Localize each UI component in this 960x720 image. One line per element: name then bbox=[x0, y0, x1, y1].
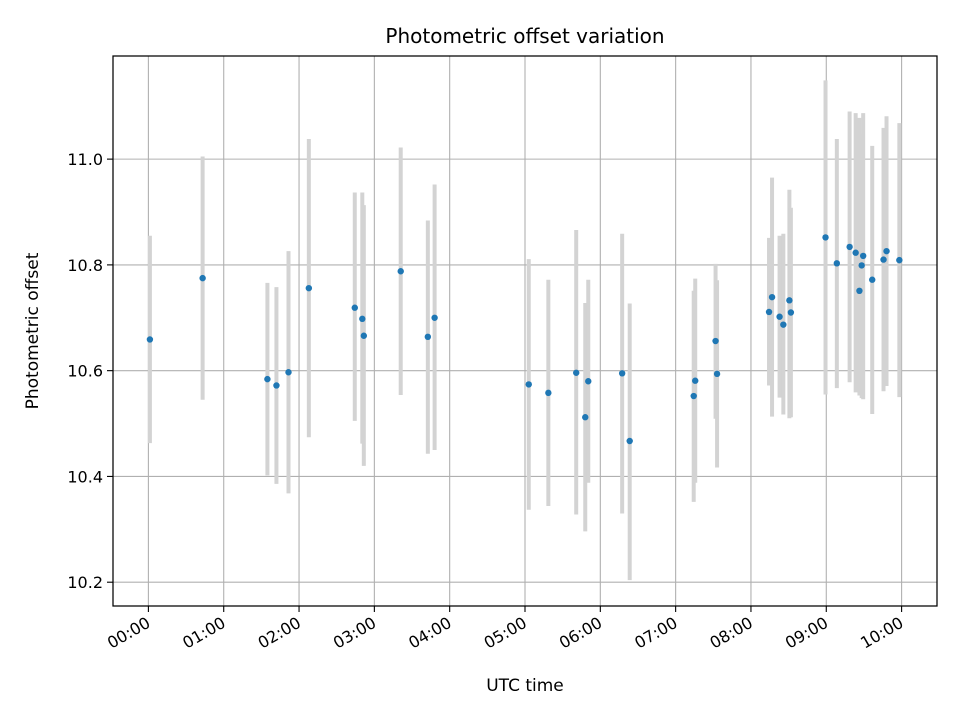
y-tick-label: 10.8 bbox=[67, 256, 103, 275]
y-tick-label: 11.0 bbox=[67, 150, 103, 169]
data-point bbox=[776, 313, 783, 320]
data-point bbox=[359, 315, 366, 323]
data-point bbox=[573, 369, 580, 376]
data-point bbox=[360, 332, 368, 339]
data-point bbox=[858, 262, 865, 269]
data-point bbox=[351, 304, 358, 311]
data-point bbox=[525, 381, 532, 388]
y-tick-label: 10.4 bbox=[67, 467, 103, 486]
data-point bbox=[424, 333, 432, 341]
data-point bbox=[712, 337, 719, 345]
data-point bbox=[787, 309, 795, 316]
data-point bbox=[545, 389, 552, 397]
y-tick-label: 10.6 bbox=[67, 362, 103, 381]
data-point bbox=[883, 247, 890, 255]
data-point bbox=[305, 284, 313, 292]
data-point bbox=[856, 287, 863, 295]
data-point bbox=[768, 293, 776, 301]
data-point bbox=[431, 314, 438, 321]
data-point bbox=[692, 377, 699, 384]
data-point bbox=[690, 392, 697, 400]
data-point bbox=[585, 378, 592, 385]
chart-title: Photometric offset variation bbox=[385, 24, 664, 48]
x-axis-title: UTC time bbox=[486, 676, 564, 696]
data-point bbox=[896, 256, 903, 264]
data-point bbox=[273, 382, 280, 389]
y-axis-title: Photometric offset bbox=[23, 252, 43, 409]
data-point bbox=[765, 308, 773, 316]
data-point bbox=[852, 249, 859, 256]
data-point bbox=[880, 256, 887, 263]
data-point bbox=[199, 274, 206, 282]
data-point bbox=[786, 297, 793, 304]
data-point bbox=[822, 234, 829, 241]
grid-lines bbox=[113, 56, 937, 606]
data-point bbox=[859, 252, 867, 260]
data-point bbox=[713, 370, 721, 378]
data-point bbox=[618, 370, 626, 377]
y-tick-label: 10.2 bbox=[67, 573, 103, 592]
data-point bbox=[285, 369, 292, 376]
data-point bbox=[397, 268, 404, 275]
data-point bbox=[780, 321, 787, 328]
data-point bbox=[846, 243, 853, 251]
y-axis-ticks: 10.2 10.4 10.6 10.8 11.0 bbox=[67, 150, 113, 592]
data-point bbox=[582, 414, 589, 421]
data-point bbox=[833, 260, 841, 267]
data-point bbox=[146, 336, 154, 343]
data-points bbox=[146, 234, 903, 445]
data-point bbox=[626, 437, 633, 445]
data-point bbox=[869, 276, 876, 283]
data-point bbox=[264, 375, 271, 383]
